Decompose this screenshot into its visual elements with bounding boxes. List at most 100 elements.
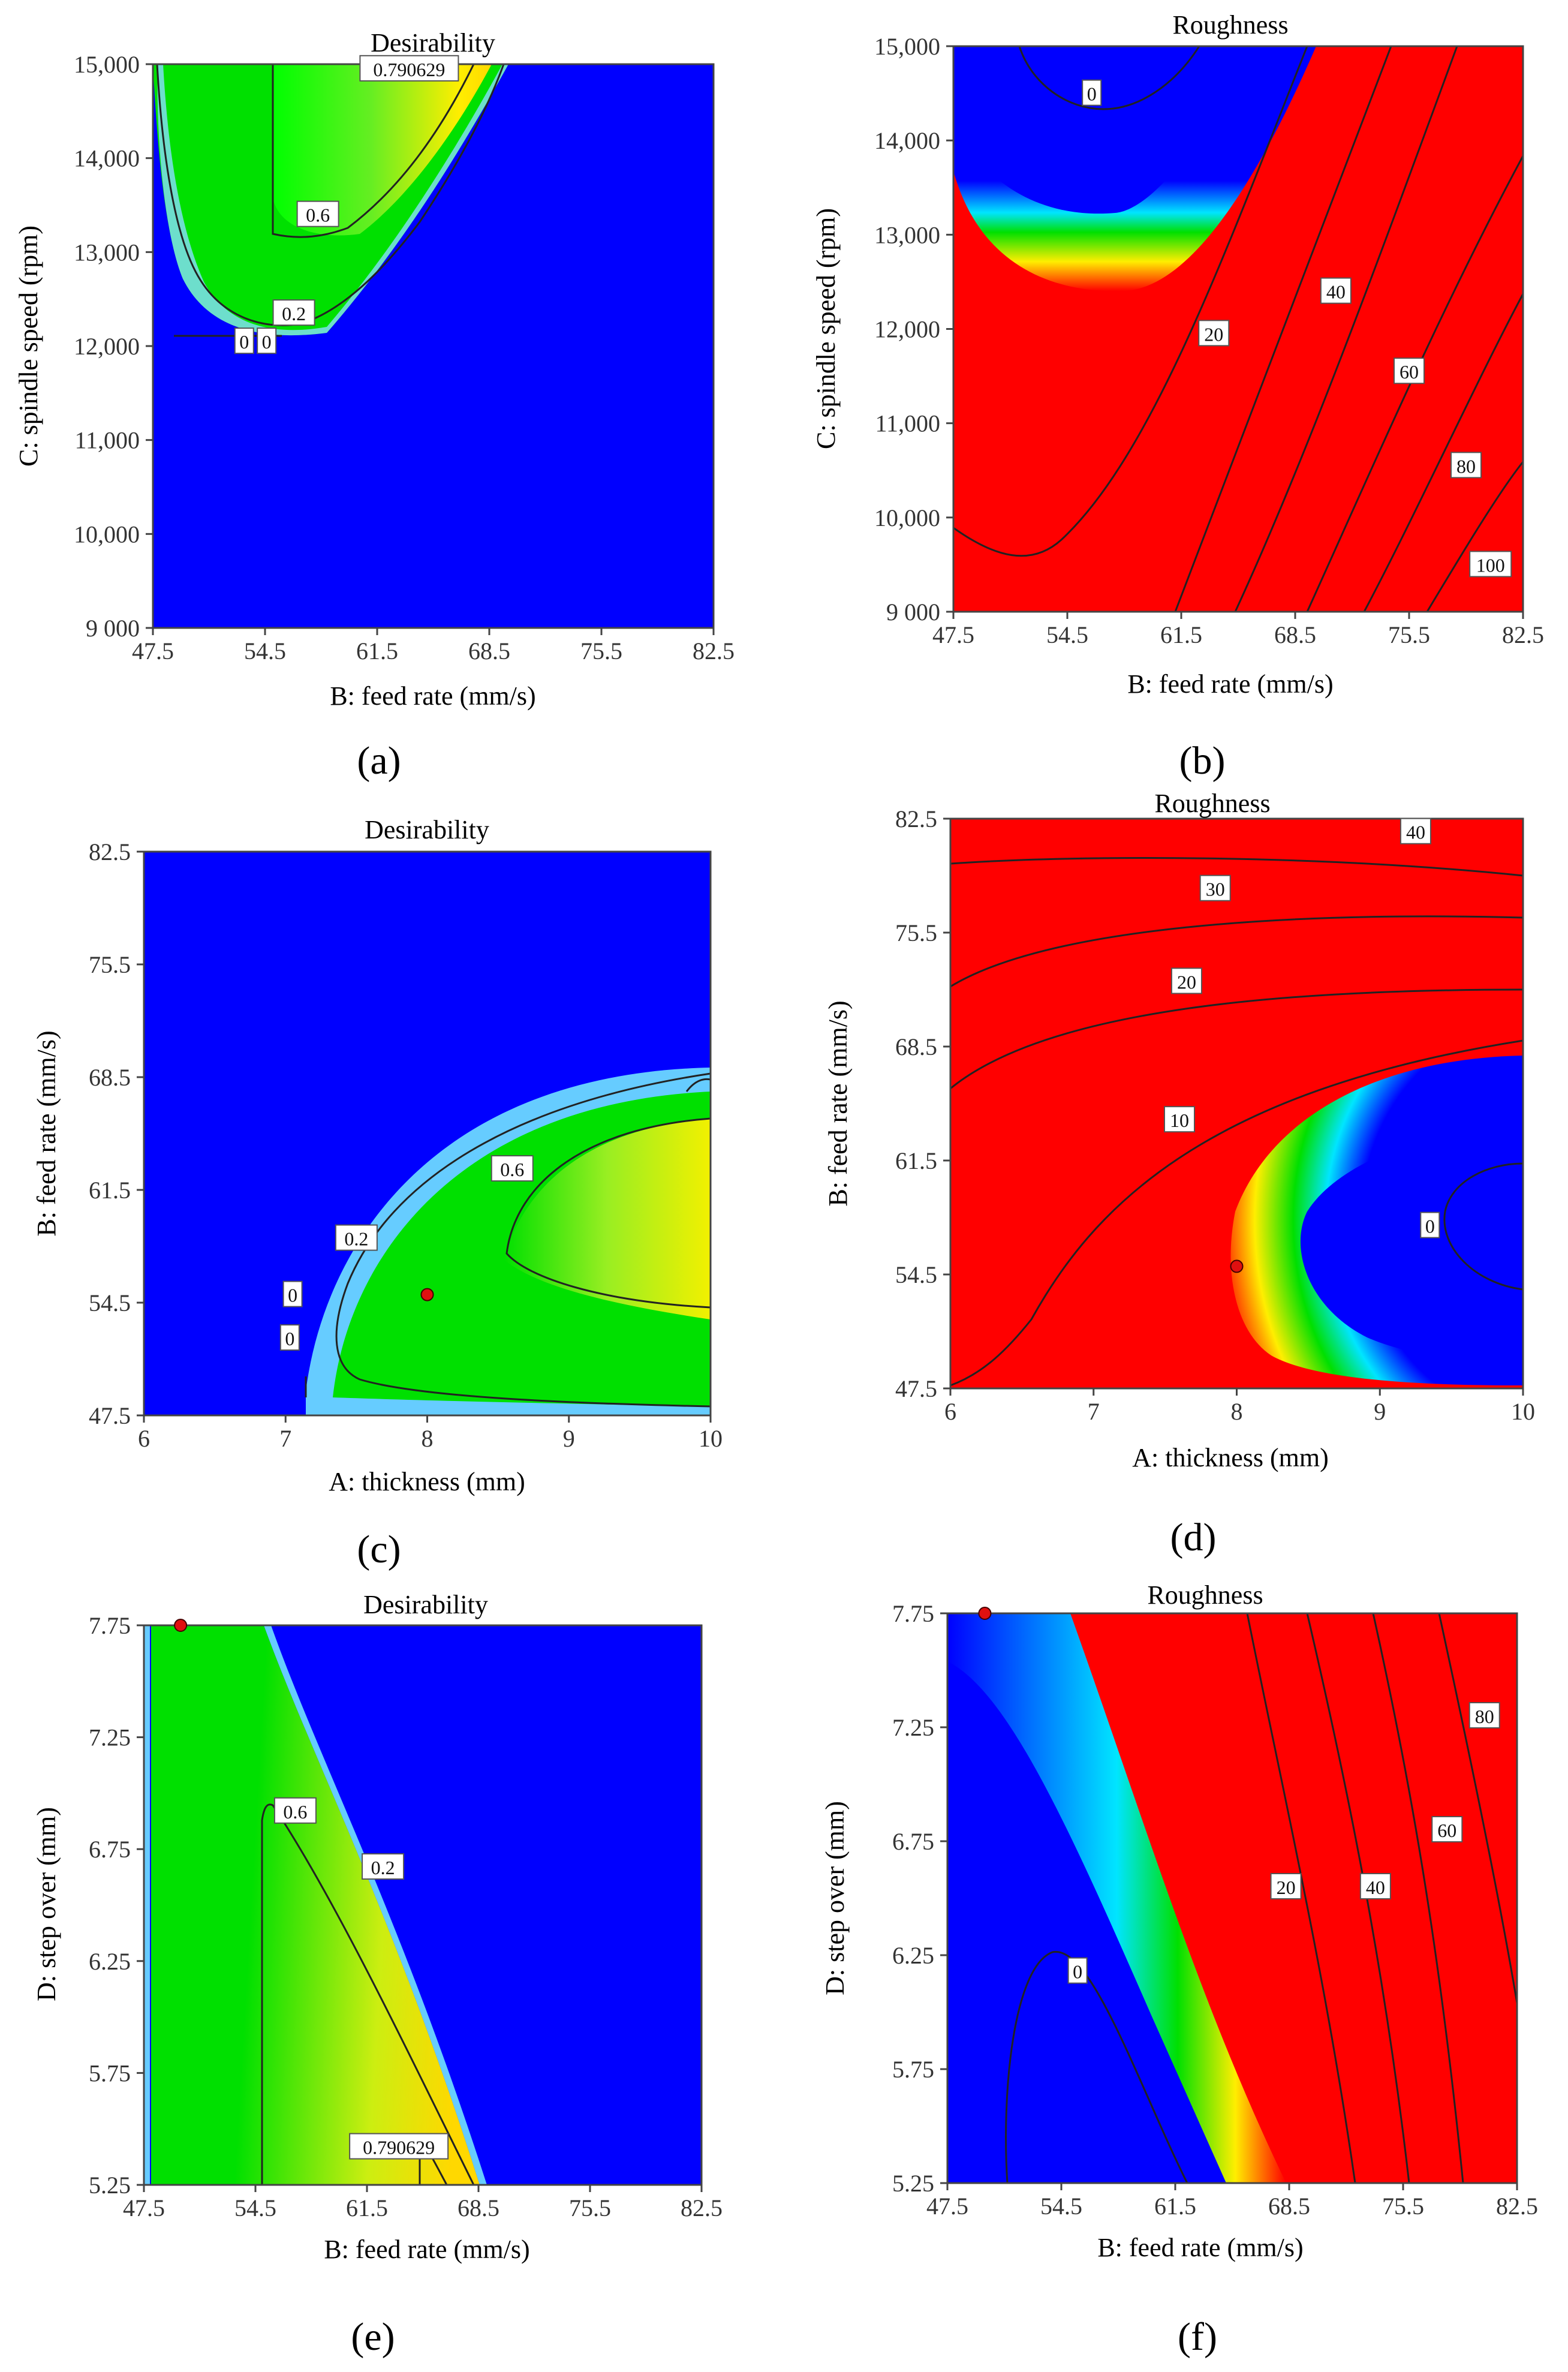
- x-tick-label: 47.5: [123, 2194, 165, 2221]
- y-tick-label: 68.5: [895, 1033, 937, 1060]
- contour-labels: 0.790629 0.6 0.2 0 0: [234, 55, 459, 354]
- contour-labels: 0 20 40 60 80 100: [1082, 79, 1512, 578]
- contour-label-box: [1198, 320, 1230, 347]
- plot-frame: [946, 1612, 1518, 2184]
- contour-label-box: [234, 327, 254, 354]
- y-tick-label: 54.5: [89, 1289, 131, 1316]
- contour-80: [1438, 1613, 1518, 2004]
- y-tick-label: 6.25: [89, 1948, 131, 1975]
- contour-label-box: [257, 327, 277, 354]
- x-tick-label: 9: [1374, 1398, 1386, 1425]
- roughness-blue-core: [1300, 1128, 1523, 1361]
- contour-label: 0.6: [490, 1155, 534, 1182]
- y-ticks: 9 000 10,000 11,000 12,000 13,000 14,000 15,00…: [874, 33, 953, 626]
- contour-label-text: 40: [1326, 281, 1346, 303]
- desirability-high: [504, 1119, 711, 1319]
- contour-label-box: [490, 1155, 534, 1182]
- y-axis-label: B: feed rate (mm/s): [32, 1030, 61, 1236]
- x-tick-label: 82.5: [693, 638, 735, 665]
- x-tick-label: 6: [138, 1425, 150, 1452]
- y-tick-label: 10,000: [74, 521, 140, 548]
- panel-c: 0.6 0.2 0 0 6 7 8 9 10 47.5 54.5 61.5 68.5 75.5 82.5…: [32, 815, 723, 1571]
- contour-label: 20: [1170, 967, 1202, 994]
- x-tick-label: 75.5: [1382, 2193, 1424, 2220]
- contour-label-text: 0.6: [306, 205, 330, 226]
- contour-label-box: [1431, 1816, 1463, 1842]
- chart-title: Desirability: [371, 28, 495, 58]
- x-tick-label: 8: [1231, 1398, 1243, 1425]
- x-tick-label: 61.5: [346, 2194, 388, 2221]
- desirability-high: [273, 64, 492, 236]
- x-ticks: 6 7 8 9 10: [138, 1415, 723, 1452]
- y-tick-label: 13,000: [74, 239, 140, 266]
- roughness-blue-core: [953, 46, 1241, 214]
- panel-b: 0 20 40 60 80 100 47.5 54.5 61.5 68.5 75.5 82.5 9 …: [811, 10, 1544, 783]
- x-tick-label: 82.5: [1496, 2193, 1538, 2220]
- contour-0.6: [261, 1803, 475, 2185]
- y-tick-label: 5.25: [89, 2172, 131, 2199]
- panel-d: 40 30 20 10 0 6 7 8 9 10 47.5 54.5 61.5 68.5 75.5 82.…: [823, 792, 1535, 1559]
- contour-label-text: 80: [1456, 455, 1476, 477]
- contour-20: [1246, 1613, 1356, 2184]
- x-ticks: 47.5 54.5 61.5 68.5 75.5 82.5: [123, 2185, 723, 2221]
- y-axis-label: D: step over (mm): [32, 1807, 61, 2001]
- contour-40: [1234, 46, 1458, 612]
- contour-30: [950, 915, 1524, 988]
- contour-label: 0.6: [273, 1797, 317, 1824]
- contour-label-box: [1394, 357, 1425, 384]
- y-tick-label: 6.75: [89, 1836, 131, 1863]
- contour-label-text: 40: [1366, 1877, 1385, 1898]
- contour-labels: 0 20 40 60 80: [1067, 1702, 1500, 1984]
- contour-0.6: [272, 64, 475, 238]
- chart-title: Desirability: [365, 815, 489, 844]
- y-tick-label: 7.25: [89, 1724, 131, 1751]
- x-tick-label: 68.5: [458, 2194, 499, 2221]
- panel-label: (d): [1170, 1516, 1217, 1559]
- y-tick-label: 5.75: [892, 2056, 934, 2083]
- contour-top-small: [685, 1078, 711, 1092]
- contour-label-box: [1170, 967, 1202, 994]
- contour-label: 0.6: [296, 200, 339, 227]
- data-points: [420, 1288, 434, 1301]
- contour-labels: 0.6 0.2 0.790629: [273, 1797, 449, 2160]
- contour-label: 40: [1400, 817, 1431, 844]
- optimum-point: [978, 1607, 992, 1620]
- contour-label: 60: [1394, 357, 1425, 384]
- x-ticks: 6 7 8 9 10: [944, 1388, 1535, 1425]
- x-tick-label: 82.5: [681, 2194, 723, 2221]
- x-tick-label: 82.5: [1502, 621, 1544, 648]
- x-tick-label: 75.5: [1388, 621, 1430, 648]
- x-tick-label: 68.5: [468, 638, 510, 665]
- y-tick-label: 82.5: [895, 805, 937, 832]
- x-axis-label: B: feed rate (mm/s): [330, 681, 535, 711]
- contour-label-box: [1082, 79, 1102, 106]
- x-tick-label: 9: [563, 1425, 575, 1452]
- contour-label: 0: [234, 327, 254, 354]
- y-tick-label: 13,000: [874, 221, 940, 248]
- y-tick-label: 12,000: [74, 333, 140, 360]
- contour-40: [950, 856, 1524, 877]
- contour-label-box: [1400, 817, 1431, 844]
- contour-label: 0.2: [362, 1853, 405, 1880]
- contour-labels: 40 30 20 10 0: [1164, 817, 1440, 1238]
- contour-label-text: 0: [1425, 1216, 1435, 1237]
- x-ticks: 47.5 54.5 61.5 68.5 75.5 82.5: [132, 628, 735, 665]
- chart-title: Roughness: [1154, 792, 1270, 818]
- panel-e: 0.60.20.790629 47.5 54.5 61.5 68.5 75.5 82.5 …: [32, 1590, 723, 2359]
- y-tick-label: 9 000: [886, 599, 940, 626]
- contour-label-box: [273, 1797, 317, 1824]
- contour-label-box: [1420, 1211, 1440, 1238]
- y-ticks: 5.25 5.75 6.25 6.75 7.25 7.75: [89, 1612, 144, 2199]
- x-ticks: 47.5 54.5 61.5 68.5 75.5 82.5: [926, 2183, 1538, 2220]
- contour-label-box: [282, 1280, 303, 1307]
- contour-label: 0.790629: [349, 2133, 449, 2160]
- contour-label: 0: [257, 327, 277, 354]
- contour-label-text: 60: [1400, 361, 1419, 383]
- y-tick-label: 7.75: [89, 1612, 131, 1639]
- x-ticks: 47.5 54.5 61.5 68.5 75.5 82.5: [932, 612, 1544, 648]
- y-tick-label: 5.25: [892, 2170, 934, 2197]
- chart-title: Roughness: [1147, 1583, 1263, 1610]
- y-tick-label: 47.5: [89, 1402, 131, 1429]
- contour-label-text: 0.6: [500, 1159, 524, 1180]
- y-ticks: 47.5 54.5 61.5 68.5 75.5 82.5: [89, 838, 144, 1429]
